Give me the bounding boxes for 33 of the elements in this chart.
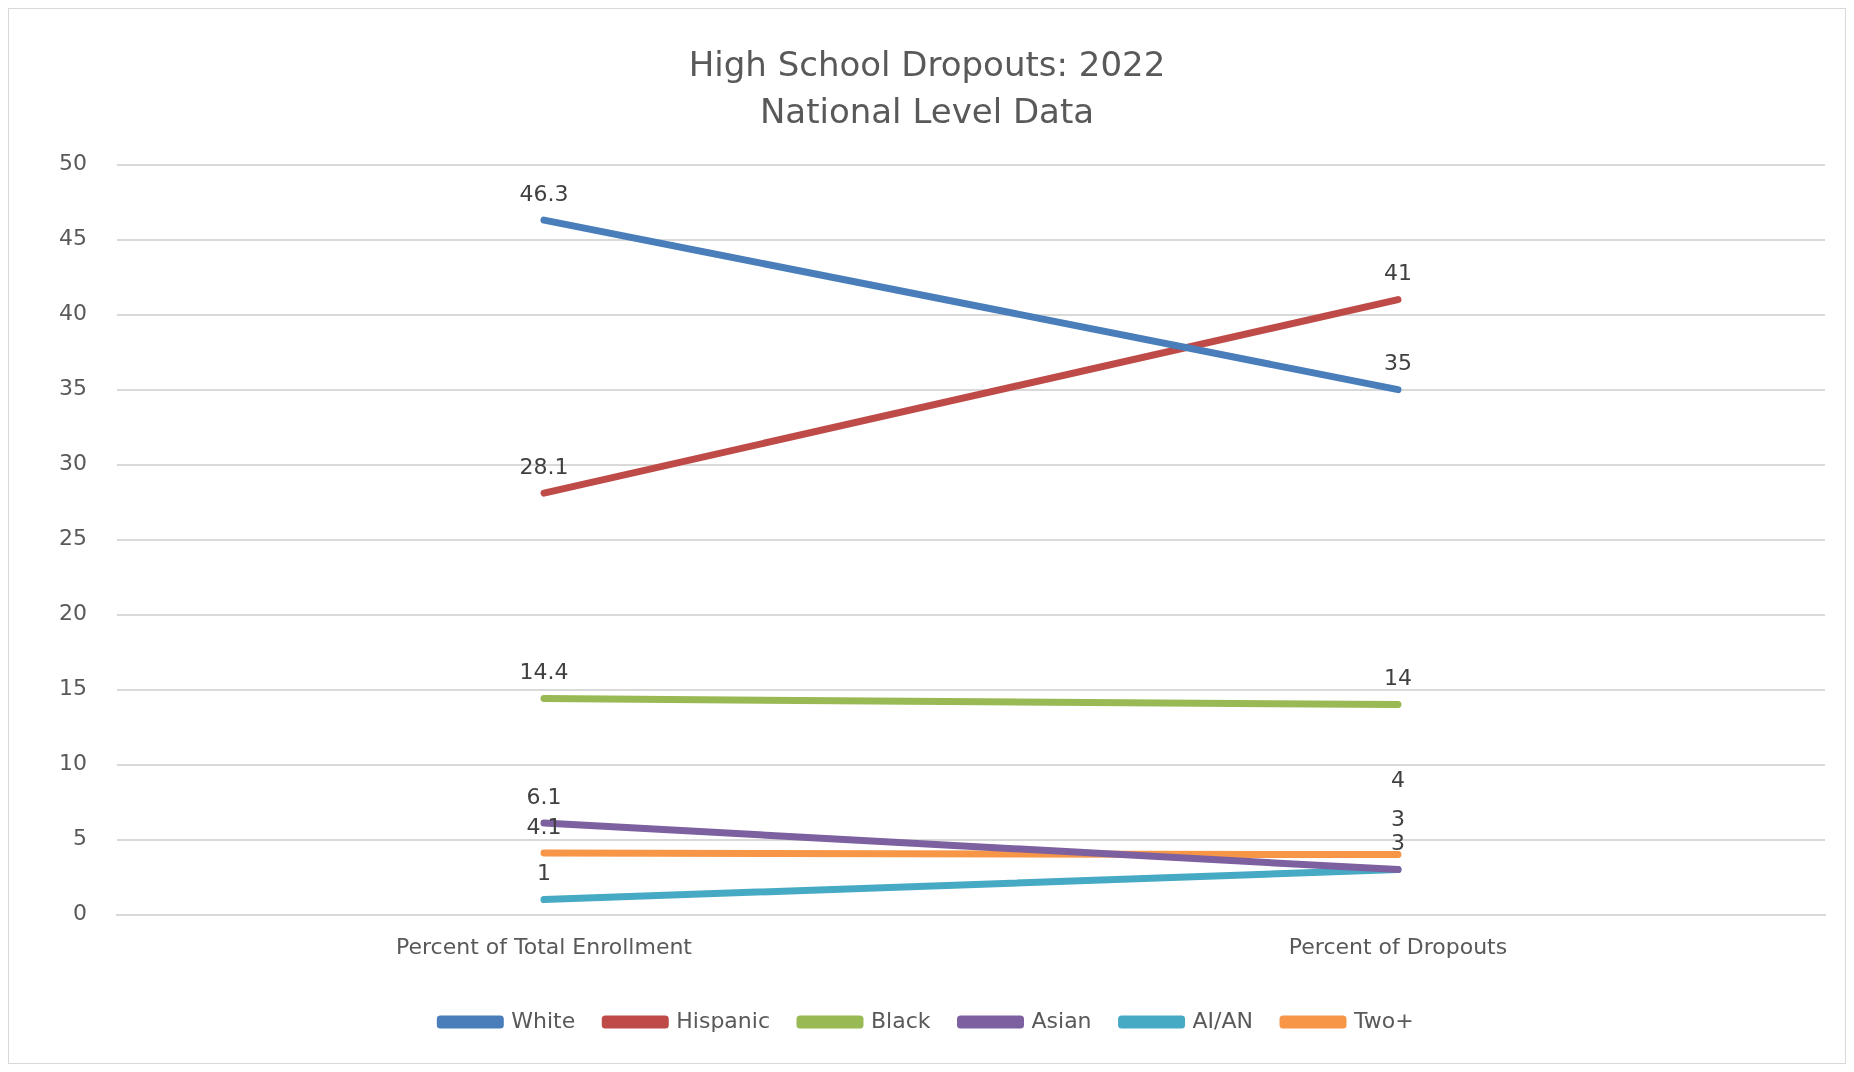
data-label: 46.3 bbox=[519, 180, 569, 206]
y-tick-label: 0 bbox=[72, 900, 87, 926]
legend-label: AI/AN bbox=[1192, 1007, 1254, 1033]
data-label: 28.1 bbox=[519, 453, 569, 479]
data-label: 1 bbox=[537, 860, 551, 886]
y-tick-label: 5 bbox=[72, 825, 87, 851]
x-tick-label: Percent of Total Enrollment bbox=[396, 933, 693, 959]
y-tick-label: 30 bbox=[58, 450, 87, 476]
legend-label: Two+ bbox=[1353, 1007, 1414, 1033]
legend-label: Asian bbox=[1031, 1007, 1092, 1033]
y-tick-label: 20 bbox=[58, 600, 87, 626]
data-label: 41 bbox=[1384, 260, 1412, 286]
chart-title: High School Dropouts: 2022 bbox=[688, 44, 1166, 85]
y-tick-label: 25 bbox=[58, 525, 87, 551]
data-label: 3 bbox=[1391, 806, 1405, 832]
data-label: 3 bbox=[1391, 830, 1405, 856]
x-tick-label: Percent of Dropouts bbox=[1288, 933, 1508, 959]
y-tick-label: 45 bbox=[58, 225, 87, 251]
y-tick-label: 10 bbox=[58, 750, 87, 776]
y-tick-label: 40 bbox=[58, 300, 87, 326]
y-tick-label: 50 bbox=[58, 150, 87, 176]
legend-label: White bbox=[511, 1007, 576, 1033]
legend-label: Black bbox=[870, 1007, 931, 1033]
data-label: 6.1 bbox=[526, 783, 562, 809]
data-label: 14 bbox=[1384, 665, 1412, 691]
data-label: 4.1 bbox=[526, 813, 562, 839]
data-label: 4 bbox=[1391, 767, 1405, 793]
data-label: 14.4 bbox=[519, 659, 569, 685]
data-label: 35 bbox=[1384, 350, 1412, 376]
y-tick-label: 35 bbox=[58, 375, 87, 401]
y-tick-label: 15 bbox=[58, 675, 87, 701]
legend-label: Hispanic bbox=[676, 1007, 770, 1033]
chart-subtitle: National Level Data bbox=[759, 91, 1095, 132]
